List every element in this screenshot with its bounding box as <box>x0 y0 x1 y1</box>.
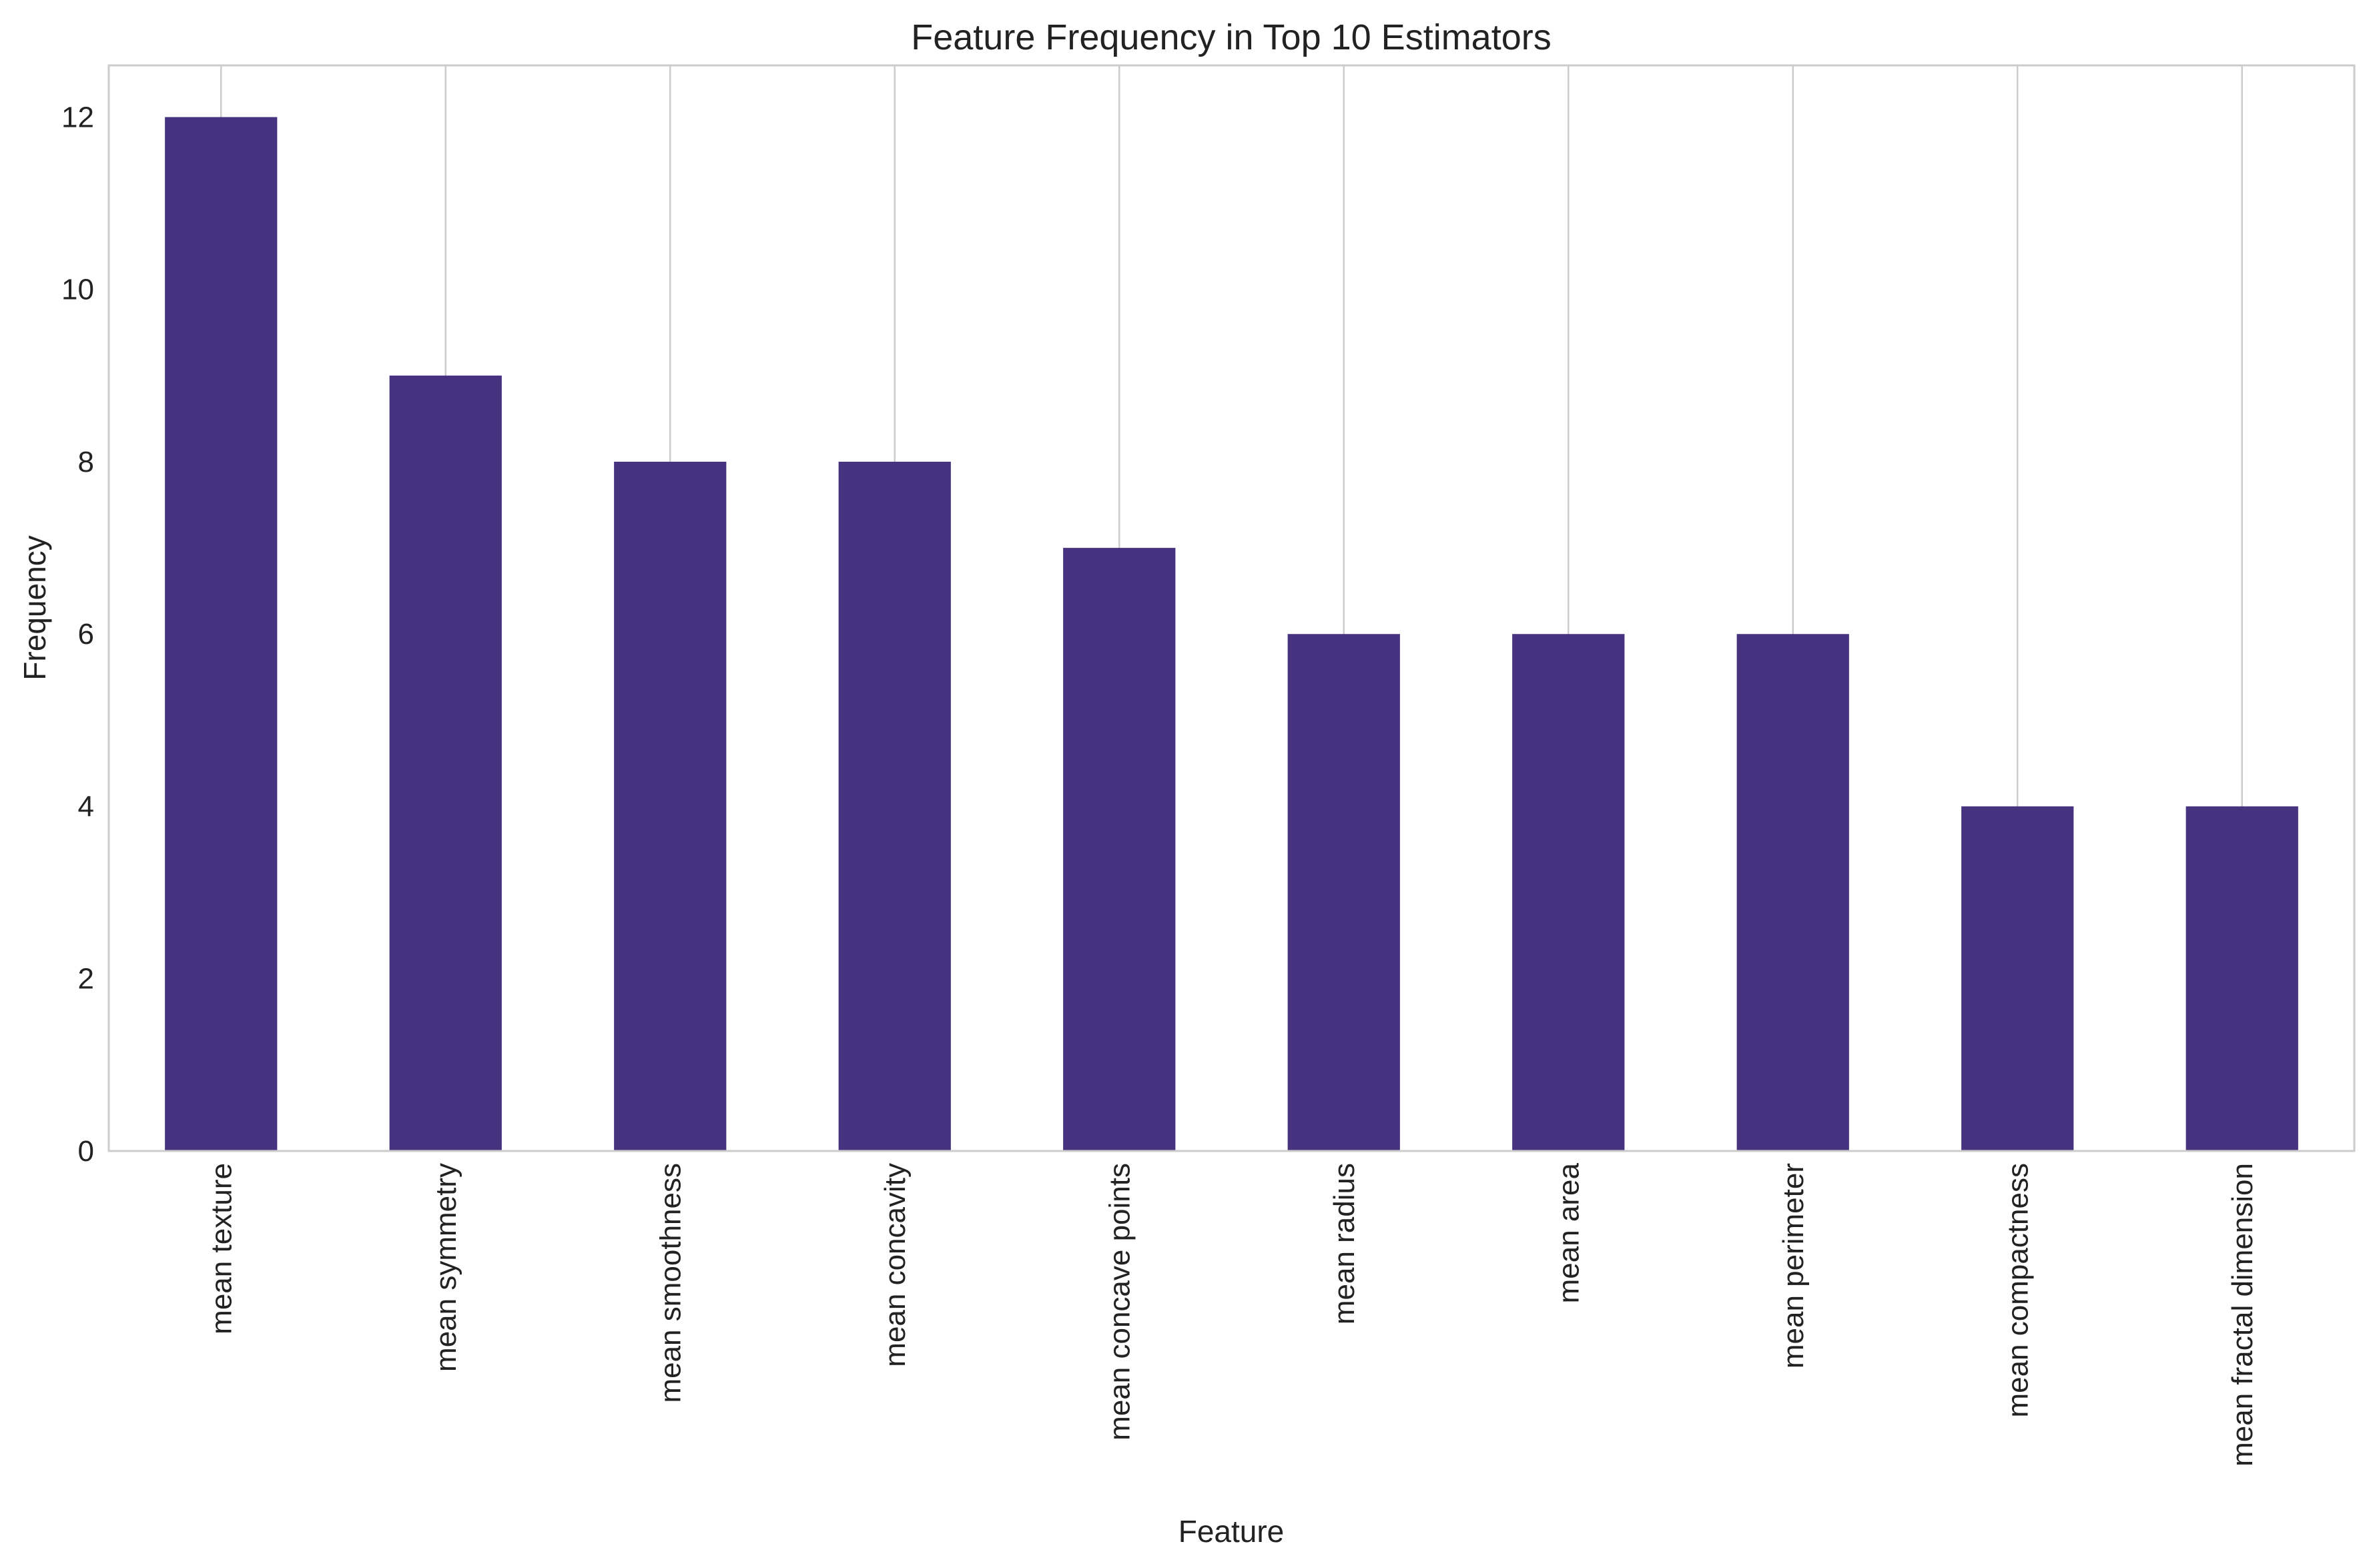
bar-mean-perimeter <box>1736 634 1849 1151</box>
x-tick-label-mean-concave-points: mean concave points <box>1103 1163 1136 1441</box>
bar-mean-texture <box>165 117 278 1151</box>
x-tick-label-mean-symmetry: mean symmetry <box>430 1163 462 1372</box>
bar-mean-concave-points <box>1063 548 1176 1151</box>
bars <box>165 117 2298 1151</box>
x-tick-label-mean-texture: mean texture <box>205 1163 238 1334</box>
x-tick-label-mean-smoothness: mean smoothness <box>654 1163 687 1403</box>
bar-mean-area <box>1512 634 1625 1151</box>
x-tick-label-mean-perimeter: mean perimeter <box>1777 1163 1810 1368</box>
x-axis-ticks: mean texture mean symmetry mean smoothness… <box>205 1162 2259 1466</box>
bar-mean-radius <box>1287 634 1400 1151</box>
x-axis-label: Feature <box>1178 1514 1285 1549</box>
bar-mean-smoothness <box>614 461 727 1151</box>
y-axis-ticks: 0 2 4 6 8 10 12 <box>61 101 94 1168</box>
bar-mean-symmetry <box>389 375 502 1151</box>
x-tick-label-mean-concavity: mean concavity <box>879 1163 912 1367</box>
y-tick-label-2: 2 <box>78 963 94 996</box>
grid-lines <box>220 65 2243 1151</box>
bar-mean-concavity <box>838 461 951 1151</box>
y-tick-label-10: 10 <box>61 274 94 306</box>
y-tick-label-0: 0 <box>78 1135 94 1168</box>
y-tick-label-12: 12 <box>61 101 94 133</box>
axes-frame <box>107 64 2356 1152</box>
y-tick-label-4: 4 <box>78 790 94 823</box>
x-tick-label-mean-area: mean area <box>1552 1162 1585 1303</box>
y-tick-label-8: 8 <box>78 446 94 478</box>
x-tick-label-mean-radius: mean radius <box>1328 1163 1361 1324</box>
x-tick-label-mean-fractal-dimension: mean fractal dimension <box>2226 1163 2259 1467</box>
bar-mean-compactness <box>1961 806 2074 1151</box>
chart-title: Feature Frequency in Top 10 Estimators <box>911 17 1551 57</box>
y-tick-label-6: 6 <box>78 618 94 651</box>
x-tick-label-mean-compactness: mean compactness <box>2001 1163 2034 1418</box>
bar-mean-fractal-dimension <box>2185 806 2298 1151</box>
y-axis-label: Frequency <box>17 535 52 680</box>
